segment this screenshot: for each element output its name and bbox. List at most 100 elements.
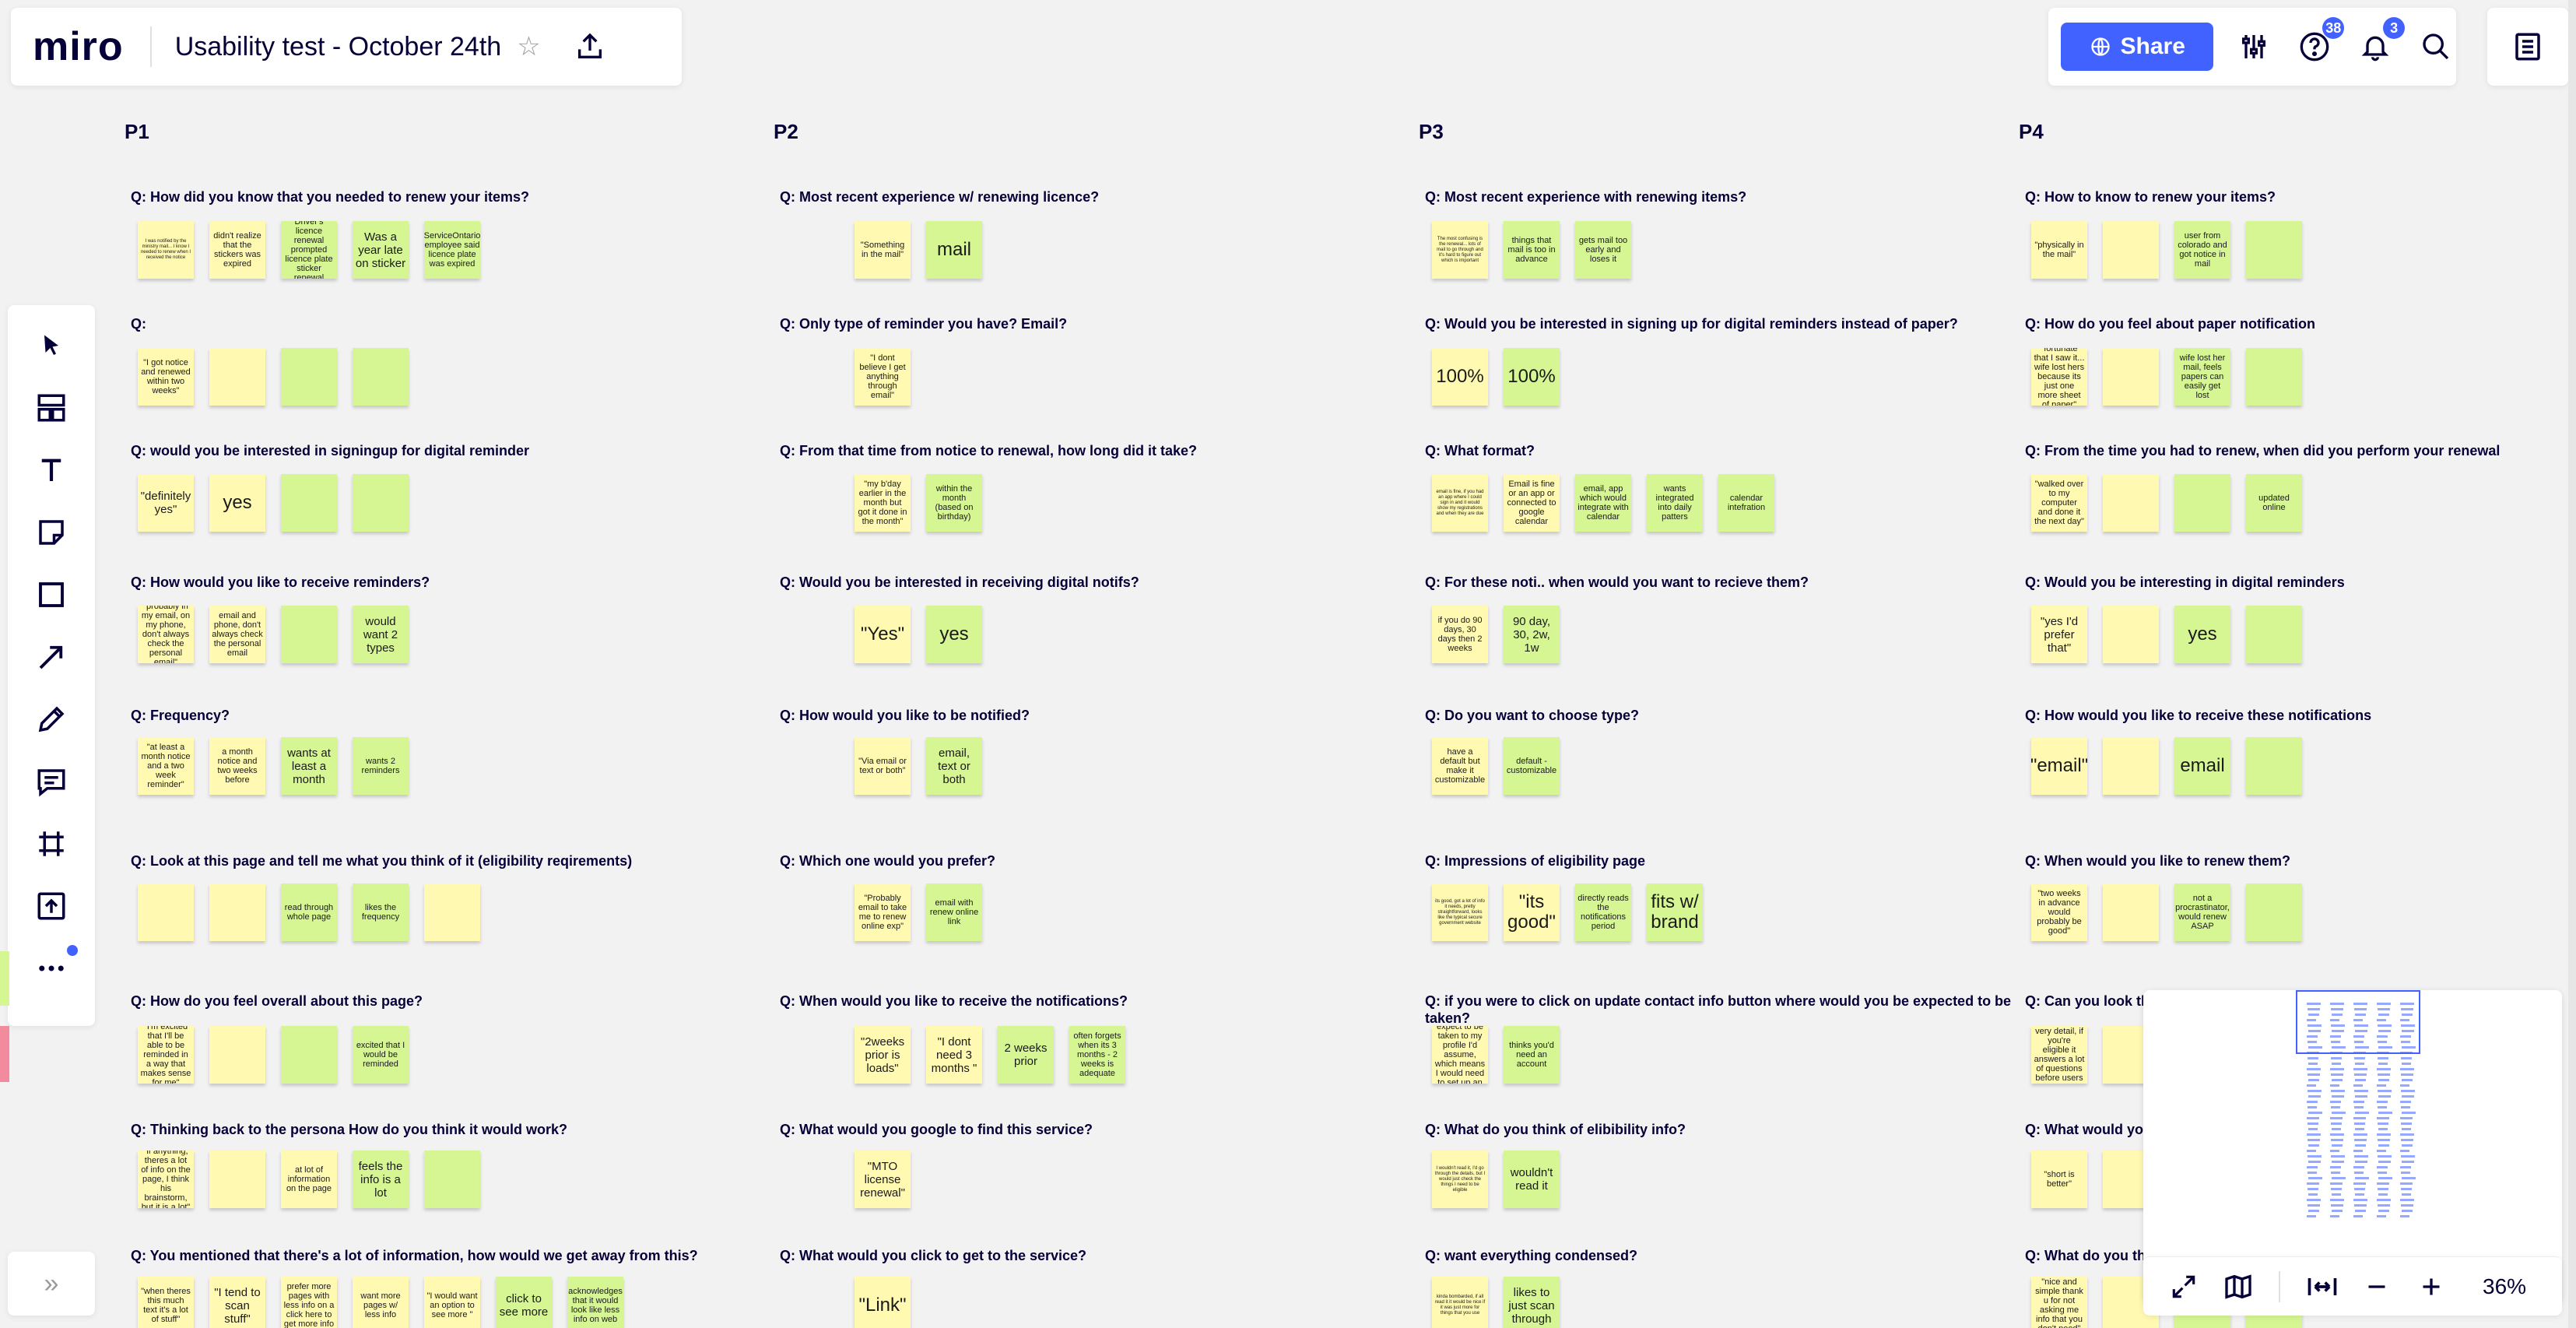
sticky-note[interactable]: default - customizable — [1504, 737, 1560, 795]
sticky-note[interactable] — [2103, 737, 2159, 795]
sticky-note[interactable]: want more pages w/ less info — [353, 1277, 409, 1328]
sticky-note[interactable]: The most confusing is the renewal... lot… — [1432, 221, 1488, 279]
sticky-note[interactable]: email, app which would integrate with ca… — [1575, 474, 1631, 532]
sticky-note[interactable]: "I would want an option to see more " — [424, 1277, 480, 1328]
sticky-note[interactable]: gets mail too early and loses it — [1575, 221, 1631, 279]
connector-icon[interactable] — [26, 632, 76, 682]
comment-icon[interactable] — [26, 757, 76, 806]
sticky-note[interactable]: Email is fine or an app or connected to … — [1504, 474, 1560, 532]
sticky-note[interactable]: read through whole page — [281, 884, 337, 941]
sticky-note[interactable]: "Probably email to take me to renew onli… — [855, 884, 911, 941]
more-tools-icon[interactable] — [26, 943, 78, 993]
question-text[interactable]: Q: How would you like to receive reminde… — [131, 574, 430, 590]
sticky-note[interactable]: likes to just scan through — [1504, 1277, 1560, 1328]
sticky-note[interactable] — [281, 348, 337, 406]
zoom-level[interactable]: 36% — [2483, 1274, 2527, 1298]
sticky-note[interactable]: 90 day, 30, 2w, 1w — [1504, 606, 1560, 663]
question-text[interactable]: Q: Thinking back to the persona How do y… — [131, 1122, 568, 1137]
question-text[interactable]: Q: Do you want to choose type? — [1425, 708, 1640, 723]
question-text[interactable]: Q: Most recent experience w/ renewing li… — [780, 189, 1100, 205]
sticky-note[interactable] — [424, 1151, 480, 1208]
question-text[interactable]: Q: What would you google to find this se… — [780, 1122, 1093, 1137]
sticky-note[interactable]: feels the info is a lot — [353, 1151, 409, 1208]
zoom-in-icon[interactable] — [2411, 1267, 2451, 1307]
sticky-note[interactable] — [281, 606, 337, 663]
star-icon[interactable]: ☆ — [517, 32, 541, 61]
question-text[interactable]: Q: When would you like to renew them? — [2025, 853, 2291, 869]
question-text[interactable]: Q: Only type of reminder you have? Email… — [780, 316, 1068, 332]
sticky-note[interactable]: things that mail is too in advance — [1504, 221, 1560, 279]
question-text[interactable]: Q: How do you feel overall about this pa… — [131, 993, 423, 1009]
sticky-note[interactable]: updated online — [2246, 474, 2302, 532]
sticky-note[interactable]: "I tend to scan stuff" — [209, 1277, 265, 1328]
sticky-note[interactable]: wants at least a month — [281, 737, 337, 795]
question-text[interactable]: Q: Impressions of eligibility page — [1425, 853, 1646, 869]
scrollbar[interactable] — [2568, 0, 2576, 1328]
sticky-note[interactable] — [353, 474, 409, 532]
question-text[interactable]: Q: Can you look th — [2025, 993, 2150, 1009]
sticky-note[interactable]: email is fine, if you had an app where I… — [1432, 474, 1488, 532]
sticky-note[interactable]: Was a year late on sticker — [353, 221, 409, 279]
sticky-note[interactable]: 100% — [1504, 348, 1560, 406]
question-text[interactable]: Q: would you be interested in signingup … — [131, 443, 530, 458]
sticky-note[interactable]: excited that I would be reminded — [353, 1026, 409, 1084]
sticky-note[interactable] — [424, 884, 480, 941]
sticky-note[interactable]: kinda bombarded, if all read it it would… — [1432, 1277, 1488, 1328]
sticky-note[interactable]: "nice and simple thank u for not asking … — [2031, 1277, 2087, 1328]
sticky-note[interactable]: prefer more pages with less info on a cl… — [281, 1277, 337, 1328]
board-title[interactable]: Usability test - October 24th — [174, 31, 502, 61]
sticky-note[interactable]: directly reads the notifications period — [1575, 884, 1631, 941]
sliders-icon[interactable] — [2234, 25, 2274, 69]
sticky-note[interactable] — [2246, 221, 2302, 279]
sticky-note[interactable]: a month notice and two weeks before — [209, 737, 265, 795]
map-icon[interactable] — [2218, 1267, 2258, 1307]
sticky-note[interactable]: yes — [2174, 606, 2230, 663]
question-text[interactable]: Q: How did you know that you needed to r… — [131, 189, 530, 205]
sticky-note[interactable]: email, text or both — [926, 737, 982, 795]
sticky-note[interactable]: "email" — [2031, 737, 2087, 795]
sticky-note[interactable]: its good, got a lot of info it needs, pr… — [1432, 884, 1488, 941]
sticky-note[interactable]: I wouldn't read it, I'd go through the d… — [1432, 1151, 1488, 1208]
sticky-note[interactable]: Driver's licence renewal prompted licenc… — [281, 221, 337, 279]
sticky-note[interactable]: not a procrastinator, would renew ASAP — [2174, 884, 2230, 941]
question-text[interactable]: Q: if you were to click on update contac… — [1425, 993, 2012, 1026]
bell-icon[interactable]: 3 — [2355, 17, 2406, 69]
sticky-note[interactable] — [2103, 348, 2159, 406]
sticky-note-icon[interactable] — [26, 508, 76, 557]
question-text[interactable]: Q: For these noti.. when would you want … — [1425, 574, 1809, 590]
templates-icon[interactable] — [26, 383, 76, 433]
sticky-note[interactable]: "Something in the mail" — [855, 221, 911, 279]
sticky-note[interactable]: wants integrated into daily patters — [1647, 474, 1703, 532]
sticky-note[interactable]: mail — [926, 221, 982, 279]
sticky-note[interactable]: "at least a month notice and a two week … — [138, 737, 194, 795]
sticky-note[interactable] — [2246, 348, 2302, 406]
sticky-note[interactable]: wife lost her mail, feels papers can eas… — [2174, 348, 2230, 406]
sticky-note[interactable]: "yes I'd prefer that" — [2031, 606, 2087, 663]
sticky-note[interactable] — [209, 348, 265, 406]
sticky-note[interactable]: "Yes" — [855, 606, 911, 663]
question-text[interactable]: Q: Would you be interested in signing up… — [1425, 316, 1958, 332]
search-icon[interactable] — [2416, 25, 2456, 69]
question-text[interactable]: Q: How would you like to be notified? — [780, 708, 1030, 723]
sticky-note[interactable]: calendar intefration — [1718, 474, 1774, 532]
sticky-note[interactable]: "I dont believe I get anything through e… — [855, 348, 911, 406]
sticky-note[interactable] — [138, 884, 194, 941]
upload-tool-icon[interactable] — [26, 881, 76, 931]
sticky-note[interactable] — [2174, 474, 2230, 532]
sticky-note[interactable] — [2103, 884, 2159, 941]
question-text[interactable]: Q: Which one would you prefer? — [780, 853, 995, 869]
sticky-note[interactable]: if you do 90 days, 30 days then 2 weeks — [1432, 606, 1488, 663]
sticky-note[interactable]: "fortunate that I saw it... wife lost he… — [2031, 348, 2087, 406]
question-text[interactable]: Q: What would you click to get to the se… — [780, 1248, 1087, 1263]
sticky-note[interactable] — [2103, 606, 2159, 663]
question-text[interactable]: Q: How to know to renew your items? — [2025, 189, 2276, 205]
text-tool-icon[interactable] — [26, 445, 76, 495]
sticky-note[interactable] — [353, 348, 409, 406]
sticky-note[interactable] — [281, 474, 337, 532]
sticky-note[interactable]: "Link" — [855, 1277, 911, 1328]
frame-title[interactable]: P4 — [2019, 120, 2044, 143]
sticky-note[interactable] — [209, 1026, 265, 1084]
question-text[interactable]: Q: What do you th — [2025, 1248, 2146, 1263]
fit-to-screen-icon[interactable] — [2302, 1267, 2343, 1307]
question-text[interactable]: Q: What format? — [1425, 443, 1535, 458]
